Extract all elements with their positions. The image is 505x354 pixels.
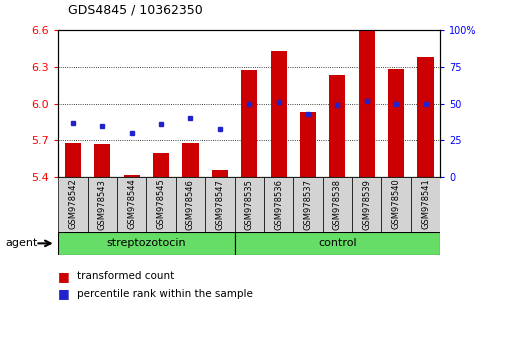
- Bar: [146, 177, 175, 232]
- Text: GSM978543: GSM978543: [97, 179, 107, 229]
- Text: GSM978539: GSM978539: [362, 179, 371, 229]
- Text: streptozotocin: streptozotocin: [107, 238, 186, 249]
- Bar: [293, 177, 322, 232]
- Text: percentile rank within the sample: percentile rank within the sample: [77, 289, 253, 299]
- Text: ■: ■: [58, 270, 70, 282]
- Bar: [264, 177, 293, 232]
- Bar: [175, 177, 205, 232]
- Bar: [381, 177, 410, 232]
- Text: GSM978544: GSM978544: [127, 179, 136, 229]
- Bar: [417, 57, 433, 177]
- Text: ■: ■: [58, 287, 70, 300]
- Text: GSM978541: GSM978541: [420, 179, 429, 229]
- Bar: [241, 70, 257, 177]
- Bar: [87, 177, 117, 232]
- Bar: [351, 177, 381, 232]
- Text: GSM978546: GSM978546: [185, 179, 194, 229]
- Text: agent: agent: [5, 238, 37, 249]
- Bar: [329, 75, 345, 177]
- Bar: [234, 232, 439, 255]
- Bar: [299, 112, 316, 177]
- Bar: [270, 51, 286, 177]
- Text: GSM978537: GSM978537: [303, 179, 312, 230]
- Bar: [211, 170, 227, 177]
- Bar: [153, 153, 169, 177]
- Bar: [234, 177, 264, 232]
- Bar: [182, 143, 198, 177]
- Bar: [65, 143, 81, 177]
- Bar: [322, 177, 351, 232]
- Bar: [205, 177, 234, 232]
- Text: GDS4845 / 10362350: GDS4845 / 10362350: [68, 4, 203, 17]
- Text: GSM978542: GSM978542: [68, 179, 77, 229]
- Bar: [410, 177, 439, 232]
- Text: GSM978547: GSM978547: [215, 179, 224, 229]
- Bar: [387, 69, 403, 177]
- Bar: [117, 177, 146, 232]
- Text: GSM978545: GSM978545: [156, 179, 165, 229]
- Text: transformed count: transformed count: [77, 271, 174, 281]
- Bar: [58, 177, 87, 232]
- Bar: [123, 175, 139, 177]
- Text: GSM978536: GSM978536: [274, 179, 282, 230]
- Text: control: control: [318, 238, 356, 249]
- Text: GSM978540: GSM978540: [391, 179, 400, 229]
- Bar: [358, 31, 374, 177]
- Bar: [94, 144, 110, 177]
- Bar: [58, 232, 234, 255]
- Text: GSM978538: GSM978538: [332, 179, 341, 230]
- Text: GSM978535: GSM978535: [244, 179, 253, 229]
